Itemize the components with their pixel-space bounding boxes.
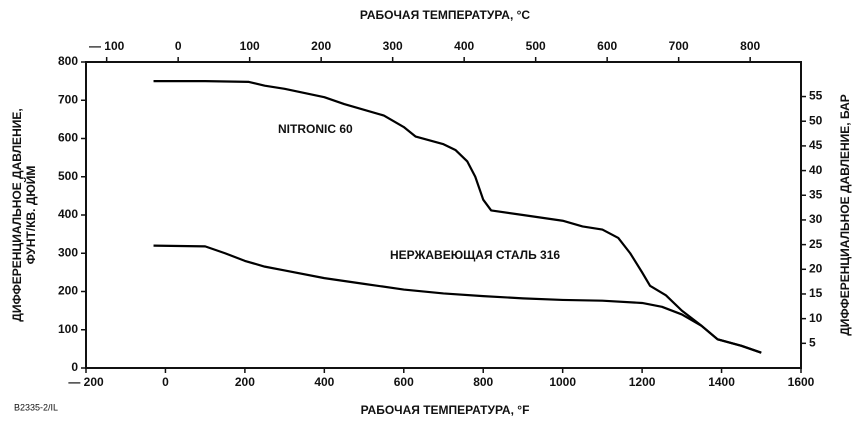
y2-tick-label: 40 — [809, 163, 823, 177]
x2-tick-label: 600 — [597, 39, 617, 53]
y2-axis-title: ДИФФЕРЕНЦИАЛЬНОЕ ДАВЛЕНИЕ, БАР — [838, 94, 852, 336]
y2-tick-label: 20 — [809, 261, 823, 275]
y2-tick-label: 15 — [809, 286, 823, 300]
y2-tick-label: 30 — [809, 212, 823, 226]
y-tick-label: 0 — [71, 360, 78, 374]
y2-tick-label: 5 — [809, 335, 816, 349]
x2-tick-label: — 100 — [89, 39, 125, 53]
x-tick-label: 600 — [394, 375, 414, 389]
y2-tick-label: 10 — [809, 311, 823, 325]
x2-tick-label: 800 — [740, 39, 760, 53]
y-tick-label: 300 — [58, 245, 78, 259]
y2-tick-label: 45 — [809, 138, 823, 152]
y-tick-label: 700 — [58, 92, 78, 106]
y2-tick-label: 35 — [809, 187, 823, 201]
footnote: B2335-2/IL — [14, 402, 58, 412]
x2-axis-title: РАБОЧАЯ ТЕМПЕРАТУРА, °C — [360, 8, 530, 22]
series-line — [153, 80, 762, 354]
y-tick-label: 800 — [58, 54, 78, 68]
y-tick-label: 200 — [58, 284, 78, 298]
x2-tick-label: 300 — [383, 39, 403, 53]
x-tick-label: 0 — [162, 375, 169, 389]
x2-tick-label: 0 — [175, 39, 182, 53]
y-axis-title: ФУНТ/КВ. ДЮЙМ — [23, 166, 38, 265]
y-tick-label: 400 — [58, 207, 78, 221]
x2-tick-label: 400 — [454, 39, 474, 53]
x-tick-label: 200 — [235, 375, 255, 389]
x-tick-label: — 200 — [68, 375, 104, 389]
x2-tick-label: 200 — [311, 39, 331, 53]
x-tick-label: 1400 — [708, 375, 735, 389]
x-tick-label: 1200 — [629, 375, 656, 389]
y-tick-label: 500 — [58, 169, 78, 183]
x-tick-label: 1600 — [788, 375, 815, 389]
y2-tick-label: 25 — [809, 237, 823, 251]
series-label: НЕРЖАВЕЮЩАЯ СТАЛЬ 316 — [390, 248, 560, 262]
x2-tick-label: 700 — [669, 39, 689, 53]
series-line — [153, 244, 762, 354]
y2-tick-label: 55 — [809, 89, 823, 103]
x-tick-label: 400 — [314, 375, 334, 389]
x2-tick-label: 500 — [526, 39, 546, 53]
x-tick-label: 1000 — [549, 375, 576, 389]
y-tick-label: 100 — [58, 322, 78, 336]
x-tick-label: 800 — [473, 375, 493, 389]
x2-tick-label: 100 — [240, 39, 260, 53]
y2-tick-label: 50 — [809, 113, 823, 127]
series-label: NITRONIC 60 — [278, 122, 353, 136]
x-axis-title: РАБОЧАЯ ТЕМПЕРАТУРА, °F — [361, 403, 530, 417]
y-axis-title: ДИФФЕРЕНЦИАЛЬНОЕ ДАВЛЕНИЕ, — [10, 108, 24, 321]
y-tick-label: 600 — [58, 131, 78, 145]
